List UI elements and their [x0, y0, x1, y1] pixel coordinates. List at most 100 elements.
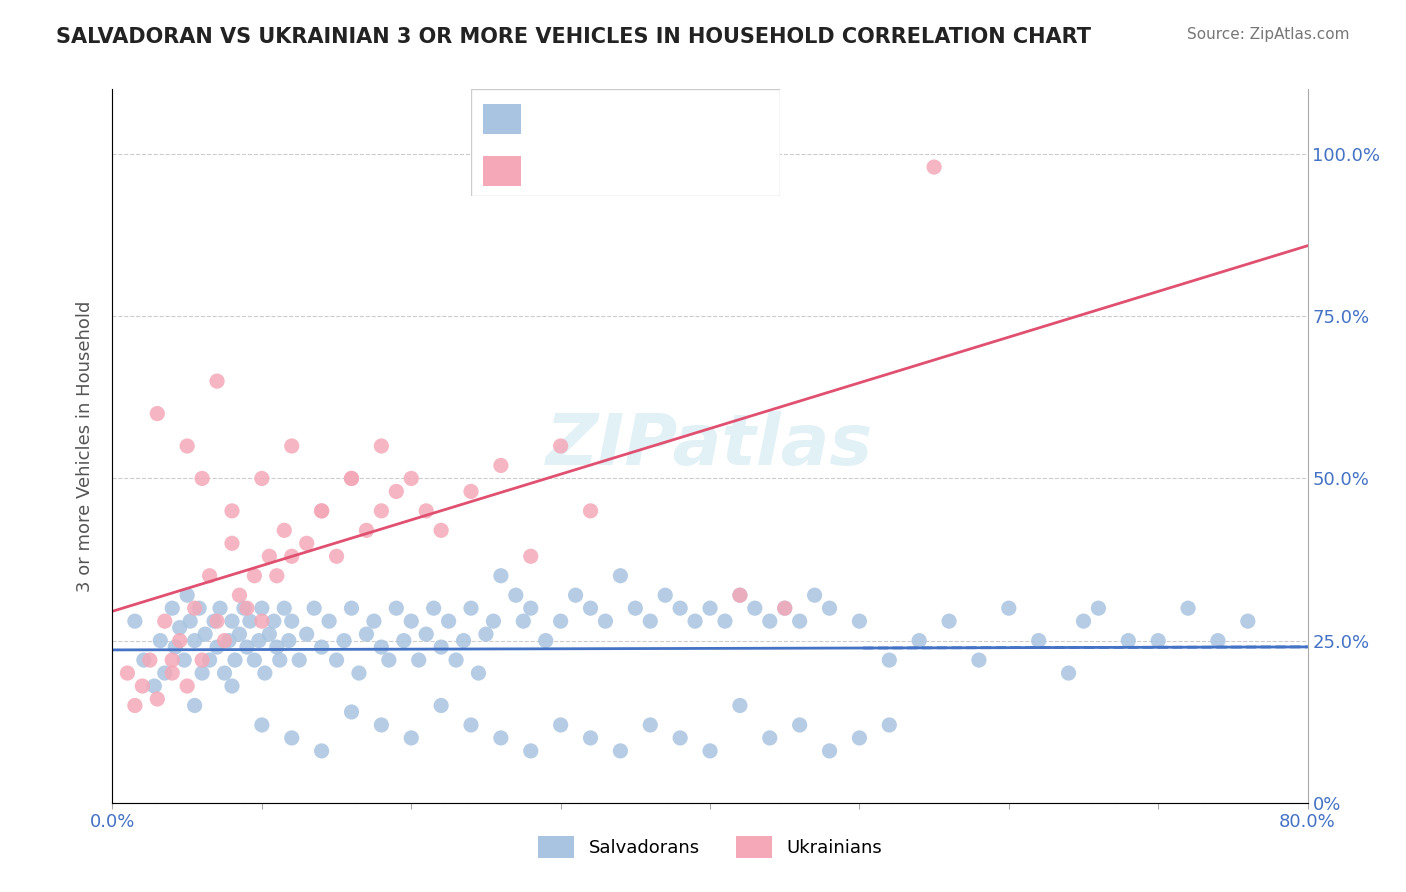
- Point: [489, 458, 512, 473]
- Point: [512, 614, 534, 628]
- Point: [311, 744, 333, 758]
- Point: [259, 549, 281, 564]
- Point: [1177, 601, 1199, 615]
- Point: [311, 640, 333, 654]
- Point: [205, 614, 228, 628]
- Bar: [484, 104, 520, 134]
- Point: [243, 568, 266, 582]
- Point: [848, 731, 870, 745]
- Point: [370, 439, 392, 453]
- Point: [534, 633, 557, 648]
- Point: [967, 653, 990, 667]
- Point: [415, 627, 437, 641]
- Point: [277, 633, 299, 648]
- Point: [475, 627, 498, 641]
- Point: [1028, 633, 1050, 648]
- Text: N = 52: N = 52: [641, 161, 704, 179]
- Point: [401, 614, 423, 628]
- Point: [1057, 666, 1080, 681]
- Point: [728, 698, 751, 713]
- Point: [209, 601, 232, 615]
- Point: [281, 614, 304, 628]
- Point: [165, 640, 187, 654]
- Point: [162, 653, 183, 667]
- Text: N = 128: N = 128: [641, 111, 716, 128]
- Point: [236, 640, 259, 654]
- Point: [146, 407, 169, 421]
- Point: [191, 471, 214, 485]
- Point: [789, 718, 811, 732]
- Point: [281, 549, 304, 564]
- Point: [281, 439, 304, 453]
- Bar: [484, 155, 520, 186]
- Point: [205, 374, 228, 388]
- Point: [146, 692, 169, 706]
- Point: [430, 524, 453, 538]
- Point: [340, 705, 363, 719]
- Point: [437, 614, 460, 628]
- Point: [564, 588, 586, 602]
- Point: [243, 653, 266, 667]
- Point: [922, 160, 945, 174]
- Point: [363, 614, 385, 628]
- Text: R = 0.106: R = 0.106: [533, 111, 623, 128]
- Point: [191, 666, 214, 681]
- Point: [520, 549, 543, 564]
- Point: [233, 601, 256, 615]
- Point: [699, 744, 721, 758]
- Point: [453, 633, 475, 648]
- Point: [370, 640, 392, 654]
- FancyBboxPatch shape: [471, 89, 780, 196]
- Point: [714, 614, 737, 628]
- Point: [221, 536, 243, 550]
- Point: [879, 718, 901, 732]
- Point: [183, 601, 205, 615]
- Point: [214, 666, 236, 681]
- Point: [744, 601, 766, 615]
- Point: [818, 744, 841, 758]
- Point: [132, 653, 155, 667]
- Point: [759, 614, 782, 628]
- Point: [1206, 633, 1229, 648]
- Text: Source: ZipAtlas.com: Source: ZipAtlas.com: [1187, 27, 1350, 42]
- Point: [938, 614, 960, 628]
- Point: [370, 718, 392, 732]
- Point: [482, 614, 505, 628]
- Point: [669, 731, 692, 745]
- Point: [153, 614, 176, 628]
- Point: [266, 640, 288, 654]
- Point: [124, 698, 146, 713]
- Point: [162, 666, 183, 681]
- Point: [640, 718, 662, 732]
- Point: [415, 504, 437, 518]
- Point: [250, 614, 273, 628]
- Point: [370, 504, 392, 518]
- Point: [295, 536, 318, 550]
- Point: [489, 568, 512, 582]
- Point: [579, 601, 602, 615]
- Point: [773, 601, 796, 615]
- Point: [789, 614, 811, 628]
- Text: ZIPatlas: ZIPatlas: [547, 411, 873, 481]
- Point: [143, 679, 166, 693]
- Point: [250, 718, 273, 732]
- Point: [191, 653, 214, 667]
- Point: [325, 653, 347, 667]
- Point: [311, 504, 333, 518]
- Point: [250, 601, 273, 615]
- Point: [640, 614, 662, 628]
- Point: [169, 621, 191, 635]
- Point: [318, 614, 340, 628]
- Point: [467, 666, 489, 681]
- Point: [295, 627, 318, 641]
- Point: [198, 653, 221, 667]
- Point: [311, 504, 333, 518]
- Point: [401, 731, 423, 745]
- Point: [173, 653, 195, 667]
- Point: [550, 439, 572, 453]
- Point: [239, 614, 262, 628]
- Point: [803, 588, 825, 602]
- Point: [221, 504, 243, 518]
- Point: [550, 718, 572, 732]
- Point: [728, 588, 751, 602]
